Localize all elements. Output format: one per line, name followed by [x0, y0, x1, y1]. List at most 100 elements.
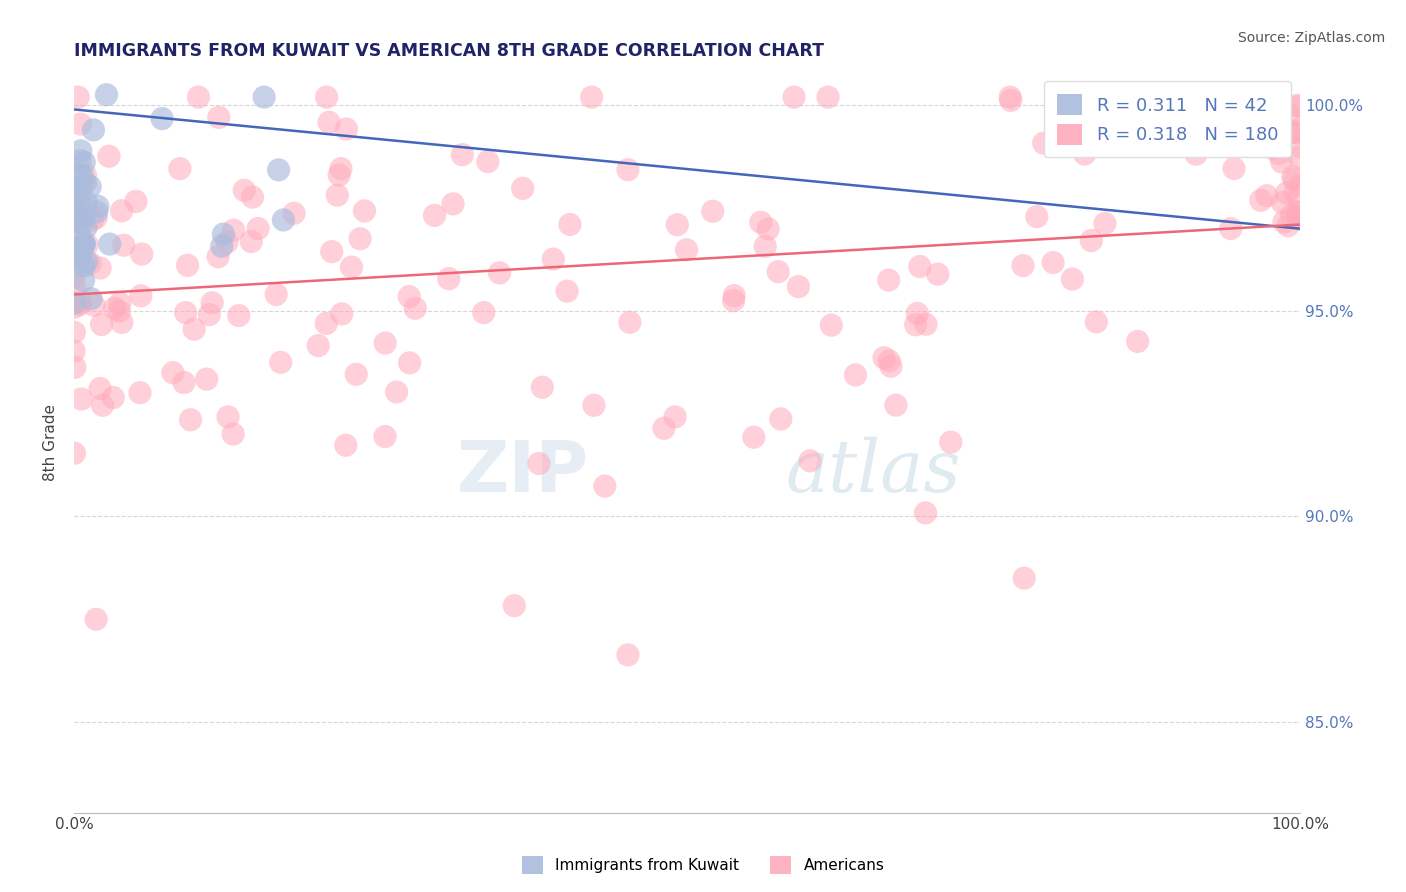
Text: atlas: atlas: [785, 437, 960, 508]
Point: [63, 278, 86, 293]
Point: [180, 413, 202, 427]
Point: [73, 155, 96, 169]
Point: [240, 235, 263, 249]
Point: [247, 221, 270, 235]
Point: [527, 457, 550, 471]
Point: [1219, 221, 1241, 235]
Point: [1286, 204, 1309, 219]
Point: [75, 168, 97, 182]
Point: [1278, 109, 1301, 123]
Legend: Immigrants from Kuwait, Americans: Immigrants from Kuwait, Americans: [516, 850, 890, 880]
Point: [423, 208, 446, 222]
Point: [675, 243, 697, 257]
Point: [1042, 255, 1064, 269]
Point: [91, 398, 114, 412]
Point: [1080, 234, 1102, 248]
Text: ZIP: ZIP: [457, 438, 589, 507]
Point: [98, 237, 121, 252]
Point: [233, 183, 256, 197]
Point: [1256, 188, 1278, 202]
Point: [86, 205, 108, 219]
Point: [101, 391, 124, 405]
Point: [873, 351, 896, 365]
Point: [558, 218, 581, 232]
Point: [110, 203, 132, 218]
Point: [80, 292, 103, 306]
Point: [908, 260, 931, 274]
Point: [69, 295, 91, 310]
Point: [183, 322, 205, 336]
Point: [70, 144, 93, 158]
Point: [267, 162, 290, 177]
Point: [512, 181, 534, 195]
Point: [111, 315, 134, 329]
Point: [66, 255, 89, 269]
Point: [742, 430, 765, 444]
Point: [666, 218, 689, 232]
Point: [1288, 179, 1310, 194]
Point: [129, 385, 152, 400]
Point: [1267, 146, 1289, 161]
Point: [335, 122, 357, 136]
Point: [79, 256, 101, 270]
Point: [82, 123, 104, 137]
Point: [75, 176, 97, 190]
Point: [79, 179, 101, 194]
Point: [664, 409, 686, 424]
Point: [66, 245, 89, 260]
Point: [63, 296, 86, 310]
Point: [335, 438, 357, 452]
Point: [1288, 100, 1310, 114]
Point: [82, 212, 104, 227]
Point: [321, 244, 343, 259]
Point: [318, 115, 340, 129]
Point: [441, 197, 464, 211]
Point: [723, 293, 745, 308]
Point: [1085, 315, 1108, 329]
Point: [328, 168, 350, 182]
Point: [581, 90, 603, 104]
Point: [1281, 208, 1303, 222]
Point: [477, 154, 499, 169]
Point: [83, 298, 105, 312]
Point: [207, 250, 229, 264]
Point: [754, 239, 776, 253]
Point: [905, 306, 928, 320]
Point: [769, 412, 792, 426]
Point: [66, 167, 89, 181]
Point: [195, 372, 218, 386]
Point: [270, 355, 292, 369]
Point: [1282, 125, 1305, 139]
Point: [939, 435, 962, 450]
Point: [1012, 259, 1035, 273]
Point: [162, 366, 184, 380]
Point: [84, 612, 107, 626]
Point: [212, 227, 235, 241]
Point: [488, 266, 510, 280]
Point: [187, 90, 209, 104]
Point: [70, 168, 93, 182]
Point: [329, 161, 352, 176]
Point: [1285, 126, 1308, 140]
Point: [222, 427, 245, 442]
Point: [131, 247, 153, 261]
Point: [817, 90, 839, 104]
Point: [69, 117, 91, 131]
Point: [1126, 334, 1149, 349]
Point: [472, 305, 495, 319]
Point: [211, 239, 233, 253]
Point: [1025, 210, 1047, 224]
Text: IMMIGRANTS FROM KUWAIT VS AMERICAN 8TH GRADE CORRELATION CHART: IMMIGRANTS FROM KUWAIT VS AMERICAN 8TH G…: [75, 42, 824, 60]
Point: [1032, 136, 1054, 151]
Point: [877, 353, 900, 368]
Point: [437, 271, 460, 285]
Point: [63, 270, 86, 285]
Point: [617, 162, 640, 177]
Point: [349, 232, 371, 246]
Point: [72, 273, 94, 287]
Point: [103, 301, 125, 316]
Point: [65, 186, 87, 201]
Point: [1289, 140, 1312, 154]
Point: [315, 90, 337, 104]
Point: [1188, 129, 1211, 144]
